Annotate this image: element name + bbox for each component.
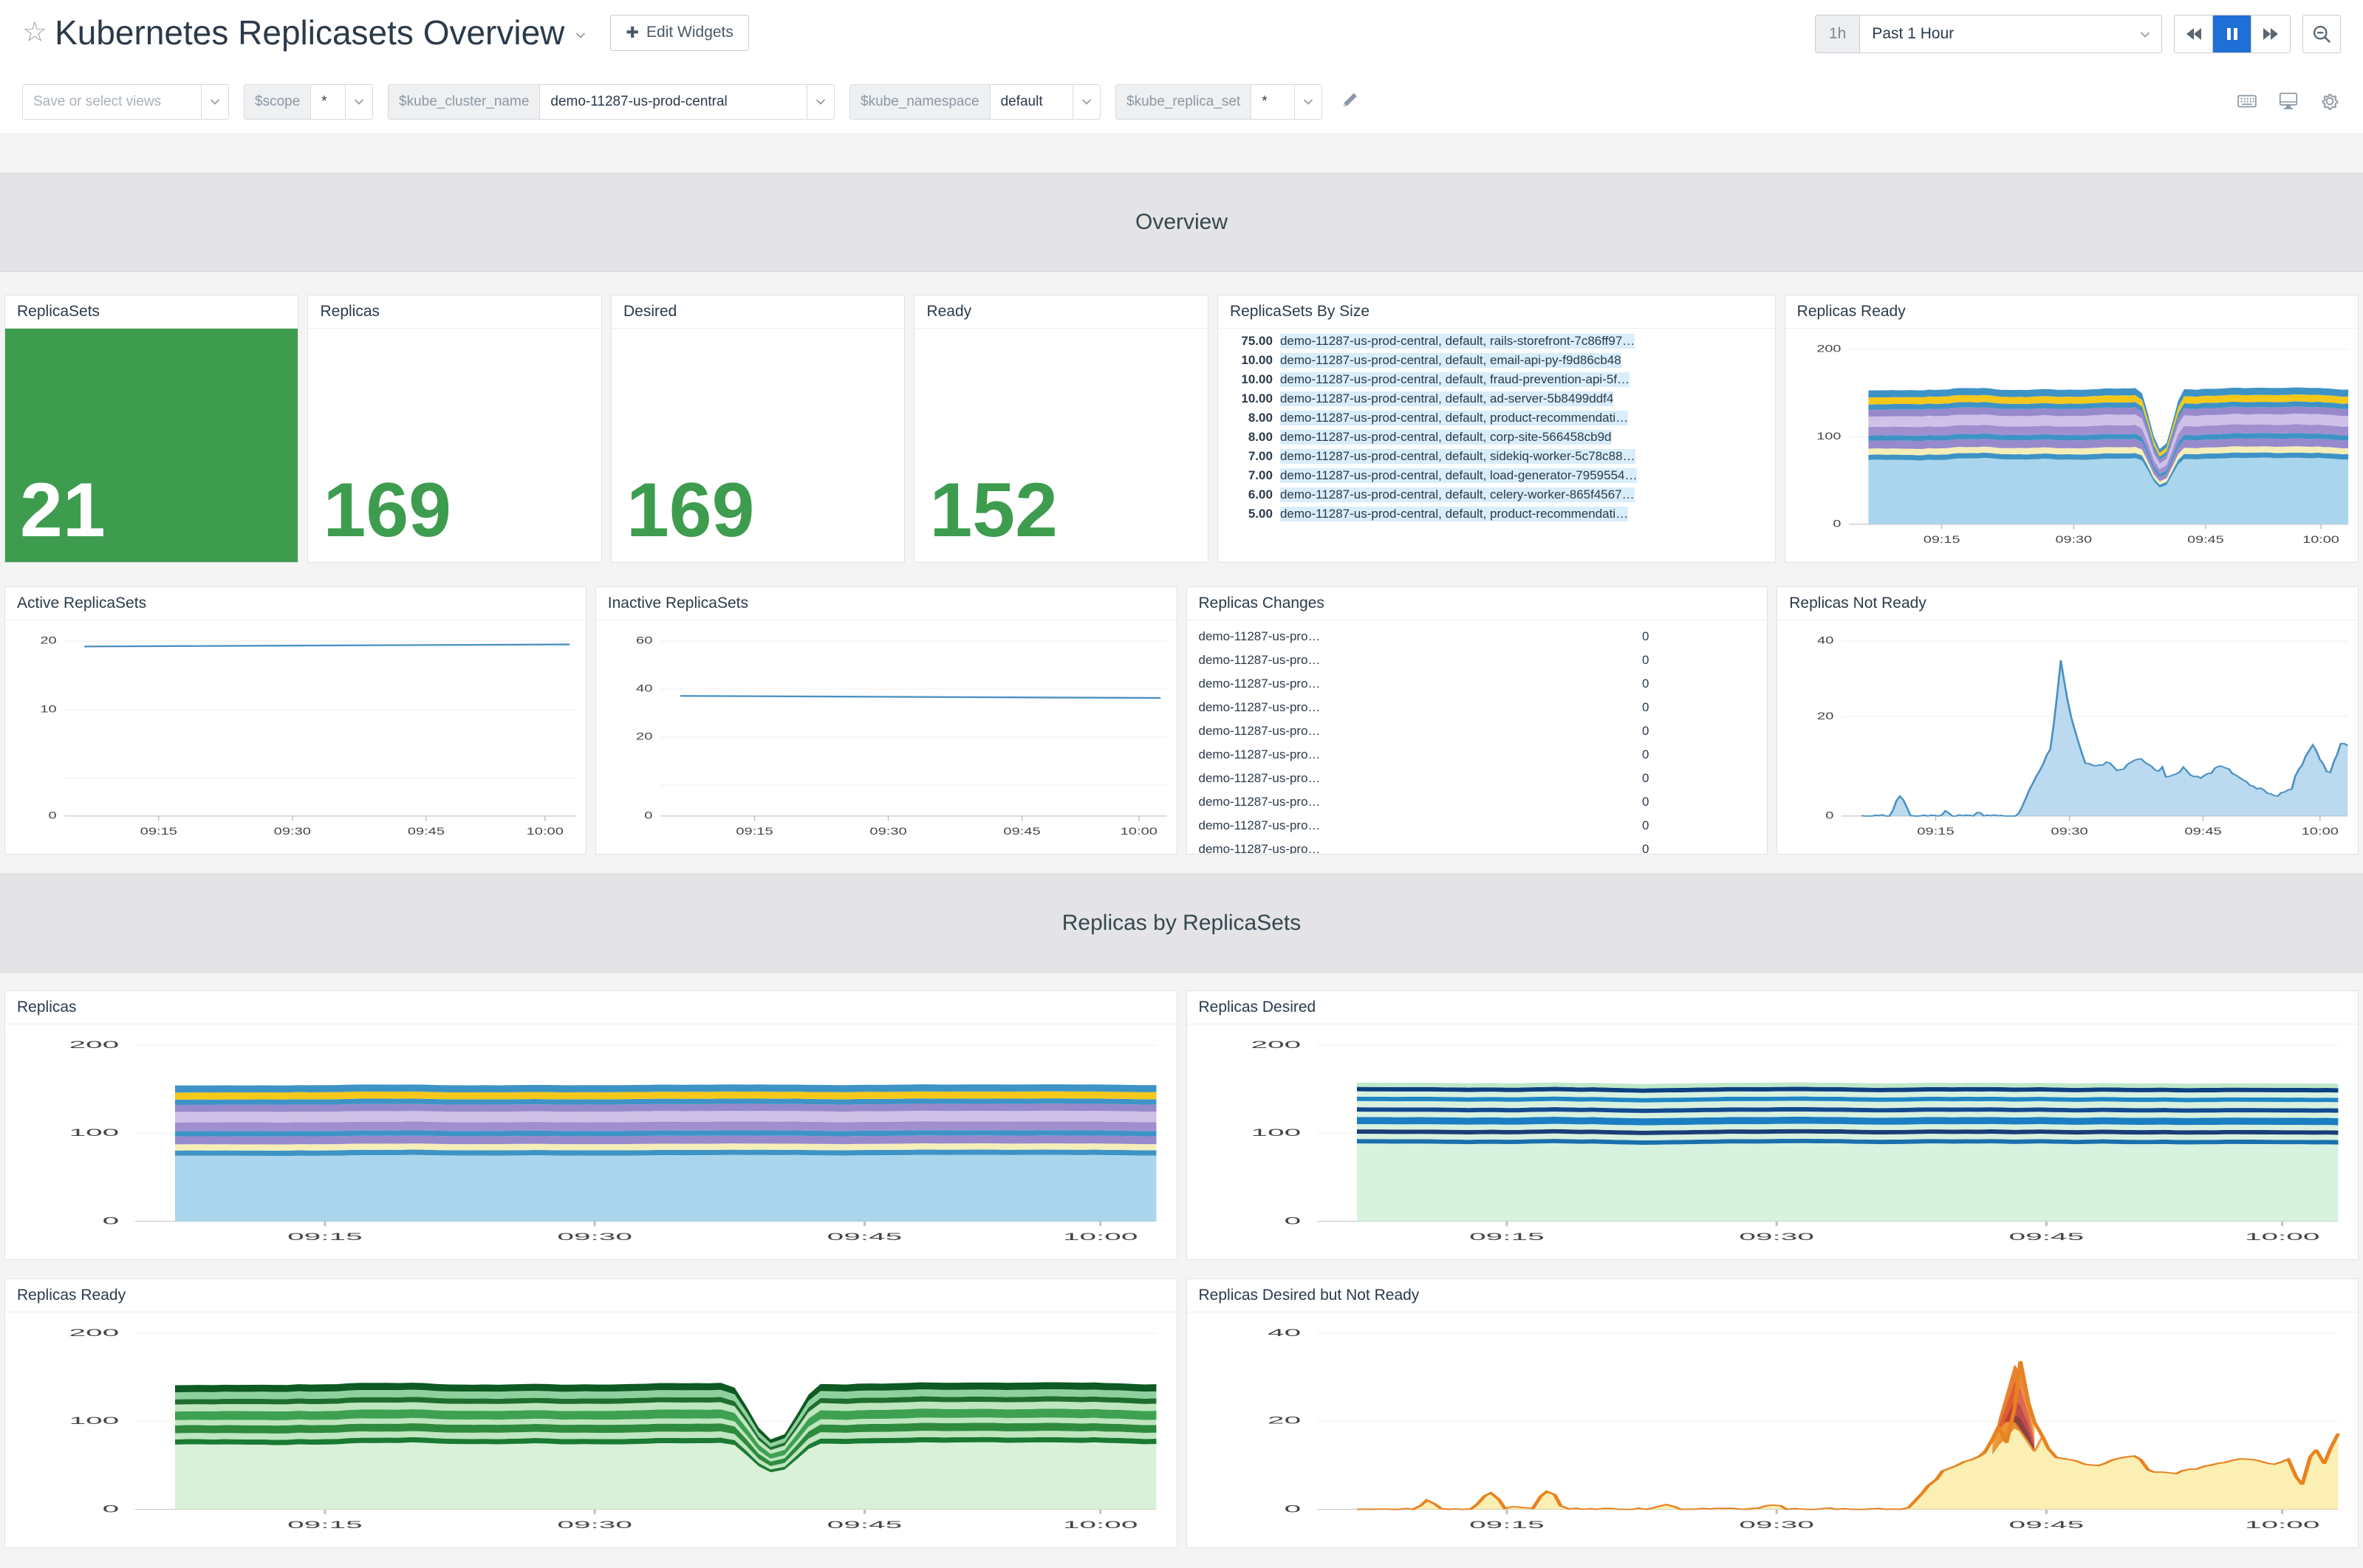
- svg-text:40: 40: [636, 682, 652, 694]
- svg-text:09:15: 09:15: [1918, 825, 1955, 837]
- svg-text:200: 200: [1816, 343, 1841, 355]
- svg-text:0: 0: [644, 809, 652, 821]
- svg-text:20: 20: [1268, 1415, 1301, 1426]
- svg-text:09:30: 09:30: [1739, 1231, 1814, 1242]
- svg-text:20: 20: [40, 634, 56, 646]
- svg-text:09:30: 09:30: [557, 1231, 632, 1242]
- svg-text:0: 0: [103, 1503, 120, 1514]
- svg-text:200: 200: [1251, 1039, 1301, 1050]
- svg-text:09:30: 09:30: [2055, 533, 2092, 545]
- svg-text:09:15: 09:15: [1469, 1231, 1545, 1242]
- svg-text:09:45: 09:45: [2185, 825, 2222, 837]
- svg-text:0: 0: [1284, 1503, 1301, 1514]
- svg-text:09:15: 09:15: [287, 1231, 363, 1242]
- svg-text:40: 40: [1817, 634, 1833, 646]
- svg-text:100: 100: [69, 1127, 120, 1138]
- svg-text:100: 100: [1816, 430, 1841, 442]
- svg-text:09:15: 09:15: [140, 825, 177, 837]
- svg-text:10: 10: [40, 703, 56, 715]
- svg-text:100: 100: [1251, 1127, 1301, 1138]
- svg-text:10:00: 10:00: [1063, 1231, 1138, 1242]
- svg-text:09:30: 09:30: [1739, 1519, 1814, 1530]
- svg-text:10:00: 10:00: [1120, 825, 1157, 837]
- svg-text:09:45: 09:45: [408, 825, 445, 837]
- svg-text:09:30: 09:30: [869, 825, 906, 837]
- svg-text:60: 60: [636, 634, 652, 646]
- svg-text:09:45: 09:45: [2187, 533, 2224, 545]
- svg-text:09:15: 09:15: [736, 825, 773, 837]
- svg-text:10:00: 10:00: [1063, 1519, 1138, 1530]
- svg-text:100: 100: [69, 1415, 120, 1426]
- svg-text:09:45: 09:45: [1003, 825, 1040, 837]
- svg-text:09:45: 09:45: [827, 1519, 903, 1530]
- svg-text:10:00: 10:00: [527, 825, 564, 837]
- svg-text:20: 20: [636, 730, 652, 742]
- svg-text:0: 0: [103, 1215, 120, 1226]
- svg-text:10:00: 10:00: [2244, 1231, 2319, 1242]
- svg-text:20: 20: [1817, 710, 1833, 722]
- svg-text:10:00: 10:00: [2302, 825, 2339, 837]
- svg-text:09:30: 09:30: [557, 1519, 632, 1530]
- svg-text:09:30: 09:30: [2051, 825, 2088, 837]
- svg-text:10:00: 10:00: [2302, 533, 2339, 545]
- svg-text:09:15: 09:15: [1923, 533, 1960, 545]
- svg-text:09:45: 09:45: [2008, 1231, 2084, 1242]
- svg-text:10:00: 10:00: [2244, 1519, 2319, 1530]
- svg-text:0: 0: [1825, 809, 1833, 821]
- svg-text:0: 0: [1284, 1215, 1301, 1226]
- svg-text:200: 200: [69, 1327, 120, 1338]
- svg-text:09:15: 09:15: [1469, 1519, 1545, 1530]
- svg-text:09:15: 09:15: [287, 1519, 363, 1530]
- svg-text:200: 200: [69, 1039, 120, 1050]
- svg-text:0: 0: [49, 809, 57, 821]
- svg-text:09:45: 09:45: [827, 1231, 903, 1242]
- svg-text:09:30: 09:30: [274, 825, 311, 837]
- svg-text:40: 40: [1268, 1327, 1301, 1338]
- svg-text:0: 0: [1833, 518, 1841, 530]
- svg-text:09:45: 09:45: [2008, 1519, 2084, 1530]
